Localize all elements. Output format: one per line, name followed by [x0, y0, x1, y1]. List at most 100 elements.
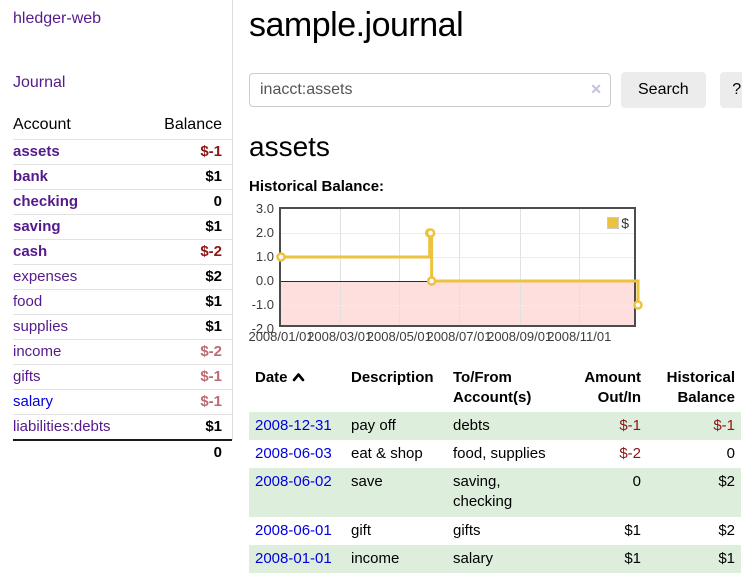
account-link-gifts[interactable]: gifts	[13, 368, 41, 385]
transaction-date-link[interactable]: 2008-06-02	[255, 473, 332, 490]
x-tick-label: 2008/01/01	[248, 329, 314, 344]
accounts-header-row: Account Balance	[13, 113, 232, 140]
y-tick-label: 2.0	[255, 225, 274, 240]
accounts-table: Account Balance assets $-1 bank $1 check…	[13, 113, 232, 465]
account-row: income $-2	[13, 339, 232, 365]
transaction-amount: $1	[624, 521, 641, 539]
transaction-accounts: debts	[447, 411, 565, 440]
account-row: expenses $2	[13, 264, 232, 290]
sidebar: hledger-web Journal Account Balance asse…	[0, 0, 233, 461]
balance-line-layer	[276, 228, 643, 310]
account-balance: $1	[205, 318, 222, 335]
account-heading: assets	[249, 131, 330, 162]
chart-plot-column: $ 2008/01/01 2008/03/01 2008/05/01 2008/07/…	[248, 207, 643, 347]
account-link-expenses[interactable]: expenses	[13, 268, 78, 285]
y-tick-label: -1.0	[251, 297, 274, 312]
data-point-marker	[425, 228, 436, 238]
sidebar-item-journal[interactable]: Journal	[13, 74, 66, 91]
account-row: food $1	[13, 289, 232, 315]
accounts-header-balance: Balance	[164, 116, 222, 133]
account-row: cash $-2	[13, 239, 232, 265]
transaction-description: gift	[351, 521, 372, 539]
transaction-balance: $2	[647, 468, 741, 517]
transaction-accounts: saving, checking	[447, 468, 565, 517]
account-link-cash[interactable]: cash	[13, 243, 48, 260]
account-balance: $1	[205, 218, 222, 235]
account-balance: $1	[205, 418, 222, 435]
account-link-checking[interactable]: checking	[13, 193, 79, 210]
search-button[interactable]: Search	[621, 72, 706, 108]
account-link-liabilities-debts[interactable]: liabilities:debts	[13, 418, 111, 435]
transaction-date-link[interactable]: 2008-12-31	[255, 416, 332, 434]
x-tick-label: 2008/11/01	[547, 329, 612, 344]
vertical-gridline	[459, 209, 460, 325]
transaction-amount: $1	[565, 544, 647, 573]
account-balance: $1	[205, 293, 222, 310]
account-balance: $-1	[200, 368, 222, 385]
register-row: 2008-06-01 gift gifts $1 $2	[249, 517, 741, 545]
help-button[interactable]: ?	[719, 72, 742, 108]
x-tick-label: 2008/07/01	[426, 329, 492, 344]
register-row: 2008-01-01 income salary $1 $1	[249, 544, 741, 573]
transaction-accounts: gifts	[453, 521, 481, 539]
transaction-amount: $-1	[565, 411, 647, 440]
sort-ascending-icon	[292, 368, 305, 388]
transaction-date-link[interactable]: 2008-06-03	[255, 444, 332, 462]
balance-line	[281, 231, 640, 305]
transaction-description: eat & shop	[351, 444, 423, 462]
register-row: 2008-06-02 save saving, checking 0 $2	[249, 468, 741, 517]
account-link-bank[interactable]: bank	[13, 168, 49, 185]
vertical-gridline	[399, 209, 401, 325]
chart-title: Historical Balance:	[249, 178, 385, 195]
account-balance: $-2	[200, 343, 222, 360]
register-header-date[interactable]: Date	[249, 365, 345, 412]
account-balance: $2	[205, 268, 222, 285]
search-input[interactable]	[249, 73, 611, 107]
horizontal-gridline	[281, 257, 634, 258]
x-tick-label: 2008/05/01	[366, 329, 432, 344]
data-point-marker	[633, 300, 643, 310]
account-row: checking 0	[13, 189, 232, 215]
horizontal-gridline	[281, 233, 634, 234]
register-header-accounts: To/From Account(s)	[453, 369, 532, 407]
y-tick-label: 0.0	[255, 273, 274, 288]
app-title-link[interactable]: hledger-web	[13, 10, 102, 27]
search-form: ✕ Search ?	[249, 72, 742, 108]
transaction-date-link[interactable]: 2008-01-01	[255, 549, 332, 567]
account-link-supplies[interactable]: supplies	[13, 318, 69, 335]
y-tick-label: 1.0	[255, 249, 274, 264]
account-row: bank $1	[13, 164, 232, 190]
transaction-accounts: salary	[447, 544, 565, 573]
chart-plot: $	[276, 207, 643, 327]
register-table: Date Description To/From Account(s) Amou…	[249, 365, 741, 573]
register-header-description: Description	[351, 369, 434, 386]
account-link-assets[interactable]: assets	[13, 143, 60, 160]
register-row: 2008-06-03 eat & shop food, supplies $-2…	[249, 440, 741, 468]
register-row: 2008-12-31 pay off debts $-1 $-1	[249, 411, 741, 440]
account-balance: $-2	[200, 243, 222, 260]
vertical-gridline	[579, 209, 581, 325]
clear-search-icon[interactable]: ✕	[590, 81, 602, 97]
account-link-saving[interactable]: saving	[13, 218, 61, 235]
account-link-income[interactable]: income	[13, 343, 62, 360]
x-tick-label: 2008/09/01	[487, 329, 553, 344]
account-row: gifts $-1	[13, 364, 232, 390]
transaction-description: income	[345, 544, 447, 573]
register-header-balance: Historical Balance	[666, 369, 735, 407]
page-title: sample.journal	[249, 6, 464, 44]
transaction-amount: 0	[565, 468, 647, 517]
legend-label: $	[621, 215, 629, 231]
accounts-total-row: 0	[13, 440, 232, 465]
transaction-date-link[interactable]: 2008-06-01	[255, 521, 332, 539]
chart-legend: $	[607, 215, 629, 231]
account-balance: $-1	[200, 393, 222, 410]
data-point-marker	[426, 276, 437, 286]
account-balance: $1	[205, 168, 222, 185]
account-link-food[interactable]: food	[13, 293, 43, 310]
account-link-salary[interactable]: salary	[13, 393, 54, 410]
chart-x-axis: 2008/01/01 2008/03/01 2008/05/01 2008/07/01…	[248, 329, 640, 347]
chart-y-axis: 3.0 2.0 1.0 0.0 -1.0 -2.0	[249, 202, 279, 347]
balance-chart: 3.0 2.0 1.0 0.0 -1.0 -2.0 $ 2008/01/01 2008/03…	[248, 202, 742, 347]
account-row: saving $1	[13, 214, 232, 240]
